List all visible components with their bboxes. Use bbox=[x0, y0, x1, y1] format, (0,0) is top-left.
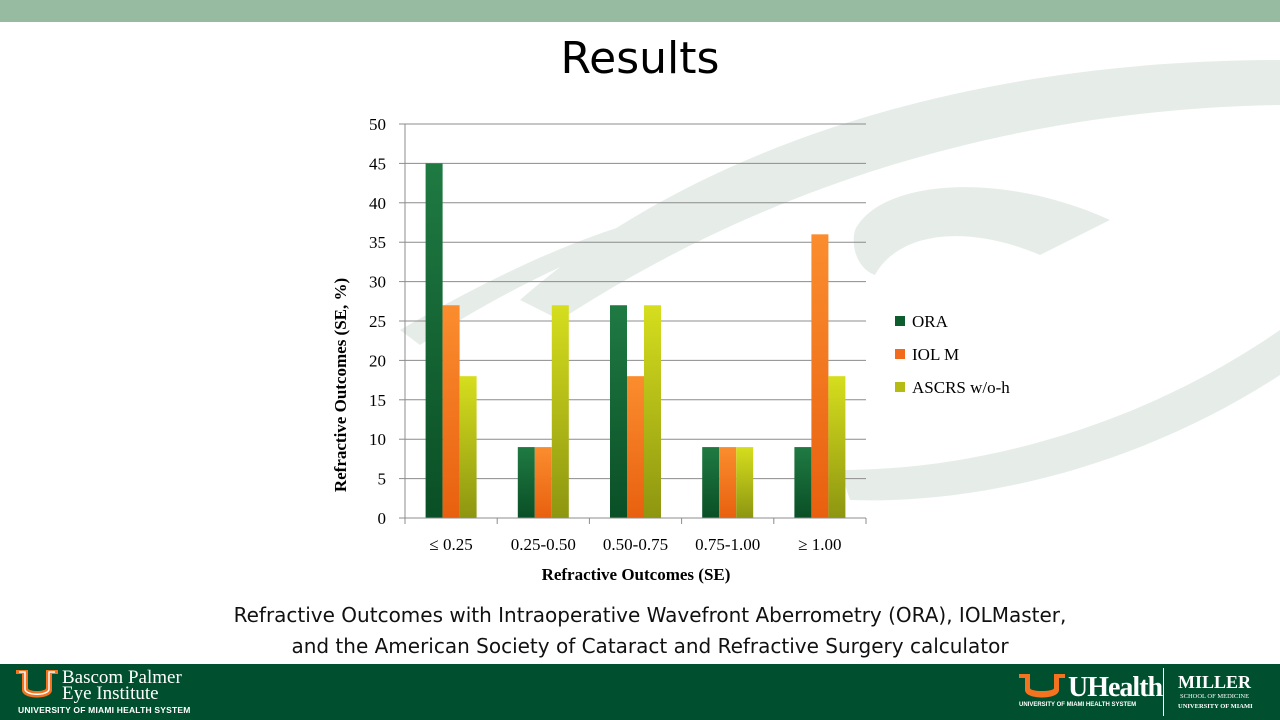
bar-iol-m-0 bbox=[442, 305, 460, 518]
legend-swatch bbox=[895, 382, 905, 392]
y-tick-label: 15 bbox=[369, 391, 386, 410]
legend-label: IOL M bbox=[912, 345, 959, 364]
legend-swatch bbox=[895, 349, 905, 359]
y-axis-title: Refractive Outcomes (SE, %) bbox=[331, 278, 350, 492]
x-tick-label: ≤ 0.25 bbox=[429, 535, 472, 554]
bar-ascrs-w-o-h-3 bbox=[736, 447, 754, 518]
y-tick-label: 35 bbox=[369, 233, 386, 252]
uhealth-subtitle: UNIVERSITY OF MIAMI HEALTH SYSTEM bbox=[1019, 702, 1137, 708]
y-tick-label: 10 bbox=[369, 430, 386, 449]
bascom-palmer-subtitle: UNIVERSITY OF MIAMI HEALTH SYSTEM bbox=[18, 705, 191, 715]
uhealth-logo-text: UHealth bbox=[1068, 672, 1163, 703]
footer-bar: Bascom Palmer Eye Institute UNIVERSITY O… bbox=[0, 664, 1280, 720]
legend: ORA IOL M ASCRS w/o-h bbox=[895, 312, 1010, 397]
x-axis-title: Refractive Outcomes (SE) bbox=[542, 565, 731, 584]
legend-swatch bbox=[895, 316, 905, 326]
bar-ora-4 bbox=[794, 447, 812, 518]
x-tick-label: 0.25-0.50 bbox=[511, 535, 576, 554]
caption-line-2: and the American Society of Cataract and… bbox=[291, 634, 1009, 658]
bar-ascrs-w-o-h-2 bbox=[644, 305, 661, 518]
y-tick-label: 20 bbox=[369, 351, 386, 370]
top-accent-bar bbox=[0, 0, 1280, 22]
x-tick-label: 0.50-0.75 bbox=[603, 535, 668, 554]
uhealth-u-logo bbox=[1019, 674, 1065, 698]
bar-iol-m-4 bbox=[811, 234, 829, 518]
x-tick-label: ≥ 1.00 bbox=[798, 535, 841, 554]
x-tick-label: 0.75-1.00 bbox=[695, 535, 760, 554]
bar-iol-m-1 bbox=[534, 447, 552, 518]
bar-ascrs-w-o-h-1 bbox=[551, 305, 569, 518]
bascom-palmer-line-2: Eye Institute bbox=[62, 683, 159, 704]
footer-divider bbox=[1163, 668, 1164, 716]
y-tick-label: 40 bbox=[369, 194, 386, 213]
y-tick-label: 50 bbox=[369, 115, 386, 134]
legend-label: ORA bbox=[912, 312, 949, 331]
miller-logo-text: MILLER bbox=[1178, 672, 1252, 692]
bascom-palmer-line-1: Bascom Palmer bbox=[62, 667, 182, 688]
bar-ascrs-w-o-h-0 bbox=[459, 376, 477, 518]
y-tick-label: 25 bbox=[369, 312, 386, 331]
axes bbox=[404, 124, 867, 524]
bar-ora-2 bbox=[610, 305, 627, 518]
y-tick-label: 30 bbox=[369, 273, 386, 292]
y-tick-label: 0 bbox=[378, 509, 387, 528]
legend-label: ASCRS w/o-h bbox=[912, 378, 1010, 397]
bar-iol-m-2 bbox=[627, 376, 644, 518]
slide-title: Results bbox=[560, 33, 720, 84]
x-tick-labels: ≤ 0.25 0.25-0.50 0.50-0.75 0.75-1.00 ≥ 1.00 bbox=[429, 535, 841, 554]
y-tick-label: 5 bbox=[378, 470, 387, 489]
bar-ora-3 bbox=[702, 447, 720, 518]
y-tick-label: 45 bbox=[369, 154, 386, 173]
miller-subtitle-2: UNIVERSITY OF MIAMI bbox=[1178, 703, 1253, 710]
slide-caption: Refractive Outcomes with Intraoperative … bbox=[0, 600, 1280, 662]
bascom-palmer-u-logo bbox=[16, 670, 58, 698]
bar-ora-1 bbox=[517, 447, 535, 518]
bar-ora-0 bbox=[425, 163, 443, 518]
bars bbox=[425, 163, 846, 518]
bar-iol-m-3 bbox=[719, 447, 737, 518]
y-tick-labels: 0 5 10 15 20 25 30 35 40 45 50 bbox=[369, 115, 386, 528]
bar-ascrs-w-o-h-4 bbox=[828, 376, 846, 518]
caption-line-1: Refractive Outcomes with Intraoperative … bbox=[233, 603, 1067, 627]
bascom-palmer-logo-text: Bascom Palmer Eye Institute bbox=[62, 667, 182, 704]
miller-subtitle-1: SCHOOL OF MEDICINE bbox=[1180, 693, 1250, 700]
